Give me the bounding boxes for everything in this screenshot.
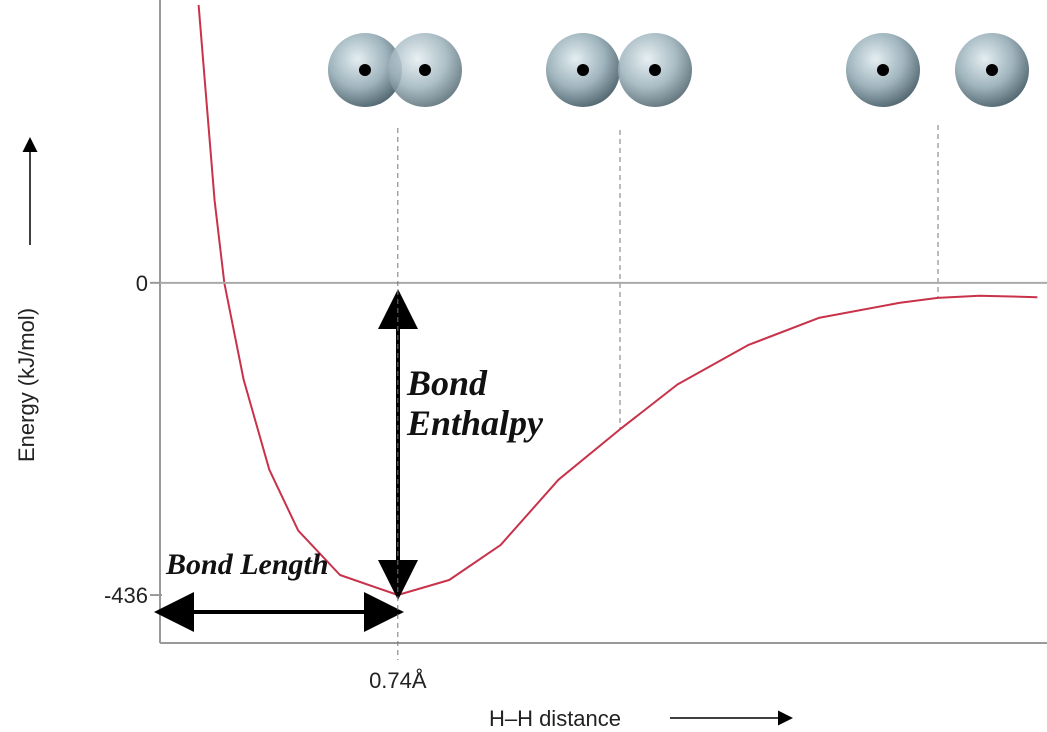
molecules [328,33,1029,107]
annotation: Bond Enthalpy [407,364,577,443]
curve [199,5,1038,595]
y-axis-label: Energy (kJ/mol) [14,308,39,462]
y-tick-label: 0 [136,271,148,296]
figure: Energy (kJ/mol) H–H distance 0-4360.74Å … [0,0,1047,732]
y-tick-label: -436 [104,583,148,608]
x-tick-label: 0.74Å [369,668,427,693]
x-axis-label: H–H distance [489,706,621,731]
annotation: Bond Length [166,548,329,581]
